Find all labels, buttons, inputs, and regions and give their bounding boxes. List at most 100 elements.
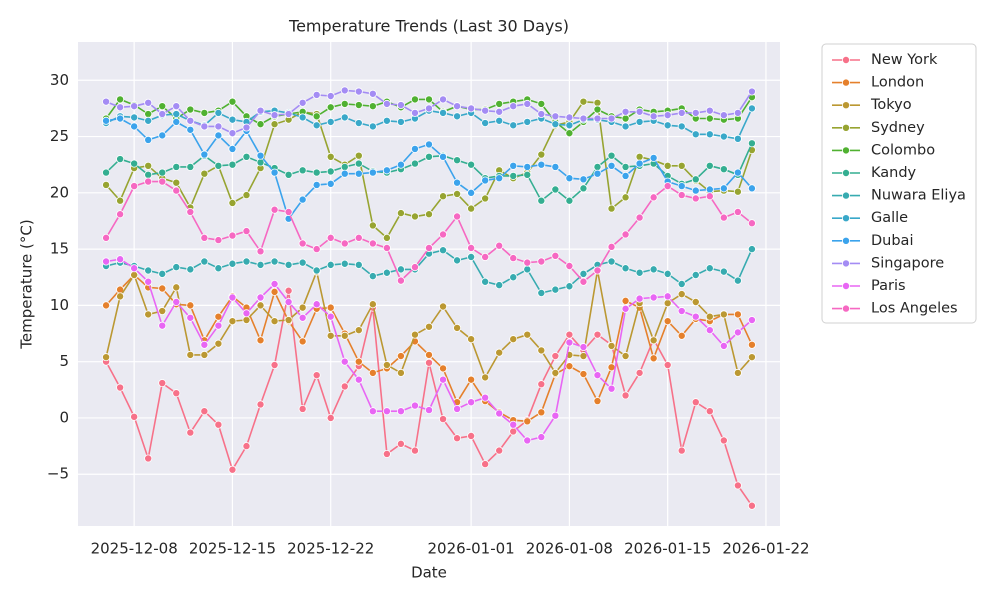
data-point bbox=[621, 352, 630, 361]
data-point bbox=[116, 255, 125, 264]
data-point bbox=[719, 132, 728, 141]
data-point bbox=[523, 417, 532, 426]
data-point bbox=[439, 152, 448, 161]
data-point bbox=[172, 283, 181, 292]
data-point bbox=[396, 209, 405, 218]
data-point bbox=[116, 196, 125, 205]
data-point bbox=[523, 258, 532, 267]
data-point bbox=[579, 184, 588, 193]
data-point bbox=[677, 122, 686, 131]
data-point bbox=[326, 152, 335, 161]
data-point bbox=[186, 162, 195, 171]
data-point bbox=[495, 241, 504, 250]
data-point bbox=[200, 150, 209, 159]
data-point bbox=[495, 107, 504, 116]
data-point bbox=[607, 341, 616, 350]
data-point bbox=[551, 411, 560, 420]
data-point bbox=[453, 323, 462, 332]
y-tick-label: 30 bbox=[50, 71, 69, 89]
data-point bbox=[396, 160, 405, 169]
legend-label: Kandy bbox=[871, 165, 917, 181]
data-point bbox=[733, 481, 742, 490]
data-point bbox=[228, 259, 237, 268]
data-point bbox=[284, 316, 293, 325]
legend-label: Dubai bbox=[871, 233, 913, 249]
data-point bbox=[340, 259, 349, 268]
data-point bbox=[102, 116, 111, 125]
data-point bbox=[467, 398, 476, 407]
data-point bbox=[677, 279, 686, 288]
data-point bbox=[172, 102, 181, 111]
data-point bbox=[635, 294, 644, 303]
data-point bbox=[663, 182, 672, 191]
data-point bbox=[677, 108, 686, 117]
data-point bbox=[186, 125, 195, 134]
data-point bbox=[396, 439, 405, 448]
data-point bbox=[719, 184, 728, 193]
data-point bbox=[579, 269, 588, 278]
data-point bbox=[424, 358, 433, 367]
data-point bbox=[607, 204, 616, 213]
data-point bbox=[621, 391, 630, 400]
data-point bbox=[396, 265, 405, 274]
x-tick-label: 2026-01-01 bbox=[428, 540, 515, 558]
data-point bbox=[270, 279, 279, 288]
data-point bbox=[523, 436, 532, 445]
y-tick-label: 25 bbox=[50, 127, 69, 145]
data-point bbox=[256, 293, 265, 302]
data-point bbox=[228, 465, 237, 474]
data-point bbox=[270, 257, 279, 266]
data-point bbox=[551, 185, 560, 194]
legend-marker bbox=[842, 191, 851, 200]
data-point bbox=[663, 361, 672, 370]
data-point bbox=[691, 108, 700, 117]
data-point bbox=[621, 193, 630, 202]
data-point bbox=[747, 104, 756, 113]
data-point bbox=[551, 251, 560, 260]
data-point bbox=[270, 168, 279, 177]
data-point bbox=[565, 196, 574, 205]
data-point bbox=[214, 108, 223, 117]
data-point bbox=[214, 122, 223, 131]
data-point bbox=[270, 205, 279, 214]
legend-label: Los Angeles bbox=[871, 301, 958, 317]
data-point bbox=[593, 397, 602, 406]
data-point bbox=[158, 110, 167, 119]
data-point bbox=[186, 116, 195, 125]
data-point bbox=[228, 317, 237, 326]
data-point bbox=[312, 168, 321, 177]
legend-label: Singapore bbox=[871, 255, 944, 271]
data-point bbox=[242, 309, 251, 318]
legend-marker bbox=[842, 56, 851, 65]
data-point bbox=[368, 122, 377, 131]
legend-label: Nuwara Eliya bbox=[871, 188, 966, 204]
data-point bbox=[649, 153, 658, 162]
data-point bbox=[256, 247, 265, 256]
data-point bbox=[368, 272, 377, 281]
data-point bbox=[298, 258, 307, 267]
data-point bbox=[256, 301, 265, 310]
data-point bbox=[354, 375, 363, 384]
data-point bbox=[424, 95, 433, 104]
data-point bbox=[172, 162, 181, 171]
data-point bbox=[368, 300, 377, 309]
data-point bbox=[214, 131, 223, 140]
data-point bbox=[621, 122, 630, 131]
data-point bbox=[453, 256, 462, 265]
data-point bbox=[607, 257, 616, 266]
data-point bbox=[340, 357, 349, 366]
data-point bbox=[354, 233, 363, 242]
data-point bbox=[705, 185, 714, 194]
data-point bbox=[354, 159, 363, 168]
data-point bbox=[158, 102, 167, 111]
data-point bbox=[523, 162, 532, 171]
y-tick-label: 10 bbox=[50, 296, 69, 314]
data-point bbox=[705, 106, 714, 115]
data-point bbox=[607, 384, 616, 393]
data-point bbox=[242, 123, 251, 132]
data-point bbox=[733, 368, 742, 377]
data-point bbox=[410, 159, 419, 168]
data-point bbox=[579, 97, 588, 106]
data-point bbox=[537, 289, 546, 298]
data-point bbox=[481, 277, 490, 286]
